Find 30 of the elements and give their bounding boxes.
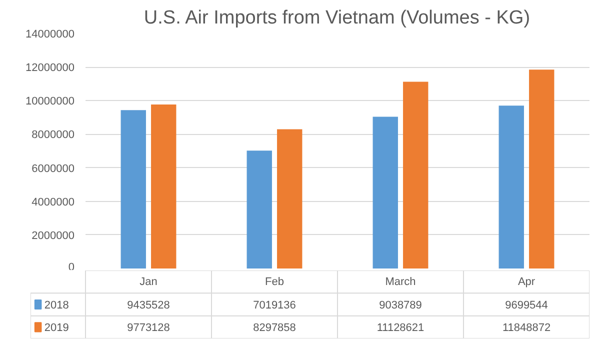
legend-label: 2019	[44, 322, 69, 334]
data-label: 9773128	[127, 322, 170, 334]
x-tick-label: Feb	[265, 276, 284, 288]
legend-label: 2018	[44, 300, 69, 312]
x-tick-label: Jan	[140, 276, 158, 288]
bar	[151, 104, 176, 268]
x-tick-label: March	[385, 276, 416, 288]
bar	[529, 70, 554, 268]
bar	[120, 110, 146, 268]
data-label: 8297858	[253, 322, 296, 334]
data-label: 9435528	[127, 300, 170, 312]
x-tick-label: Apr	[518, 276, 536, 288]
data-label: 7019136	[253, 300, 296, 312]
bar	[246, 150, 272, 268]
y-tick-label: 4000000	[32, 196, 75, 208]
y-tick-label: 10000000	[26, 96, 75, 108]
data-label: 9699544	[505, 300, 548, 312]
data-label: 11128621	[376, 322, 424, 334]
bar	[403, 82, 428, 268]
data-label: 9038789	[379, 300, 422, 312]
bar	[277, 129, 302, 268]
bar	[372, 116, 398, 268]
y-tick-label: 6000000	[32, 162, 75, 175]
chart-title: U.S. Air Imports from Vietnam (Volumes - KG)	[144, 8, 530, 28]
y-tick-label: 12000000	[26, 62, 75, 74]
y-tick-label: 14000000	[26, 28, 75, 40]
y-tick-label: 2000000	[32, 230, 75, 242]
y-tick-label: 8000000	[32, 129, 75, 142]
data-label: 11848872	[502, 322, 551, 334]
bar	[498, 106, 524, 268]
